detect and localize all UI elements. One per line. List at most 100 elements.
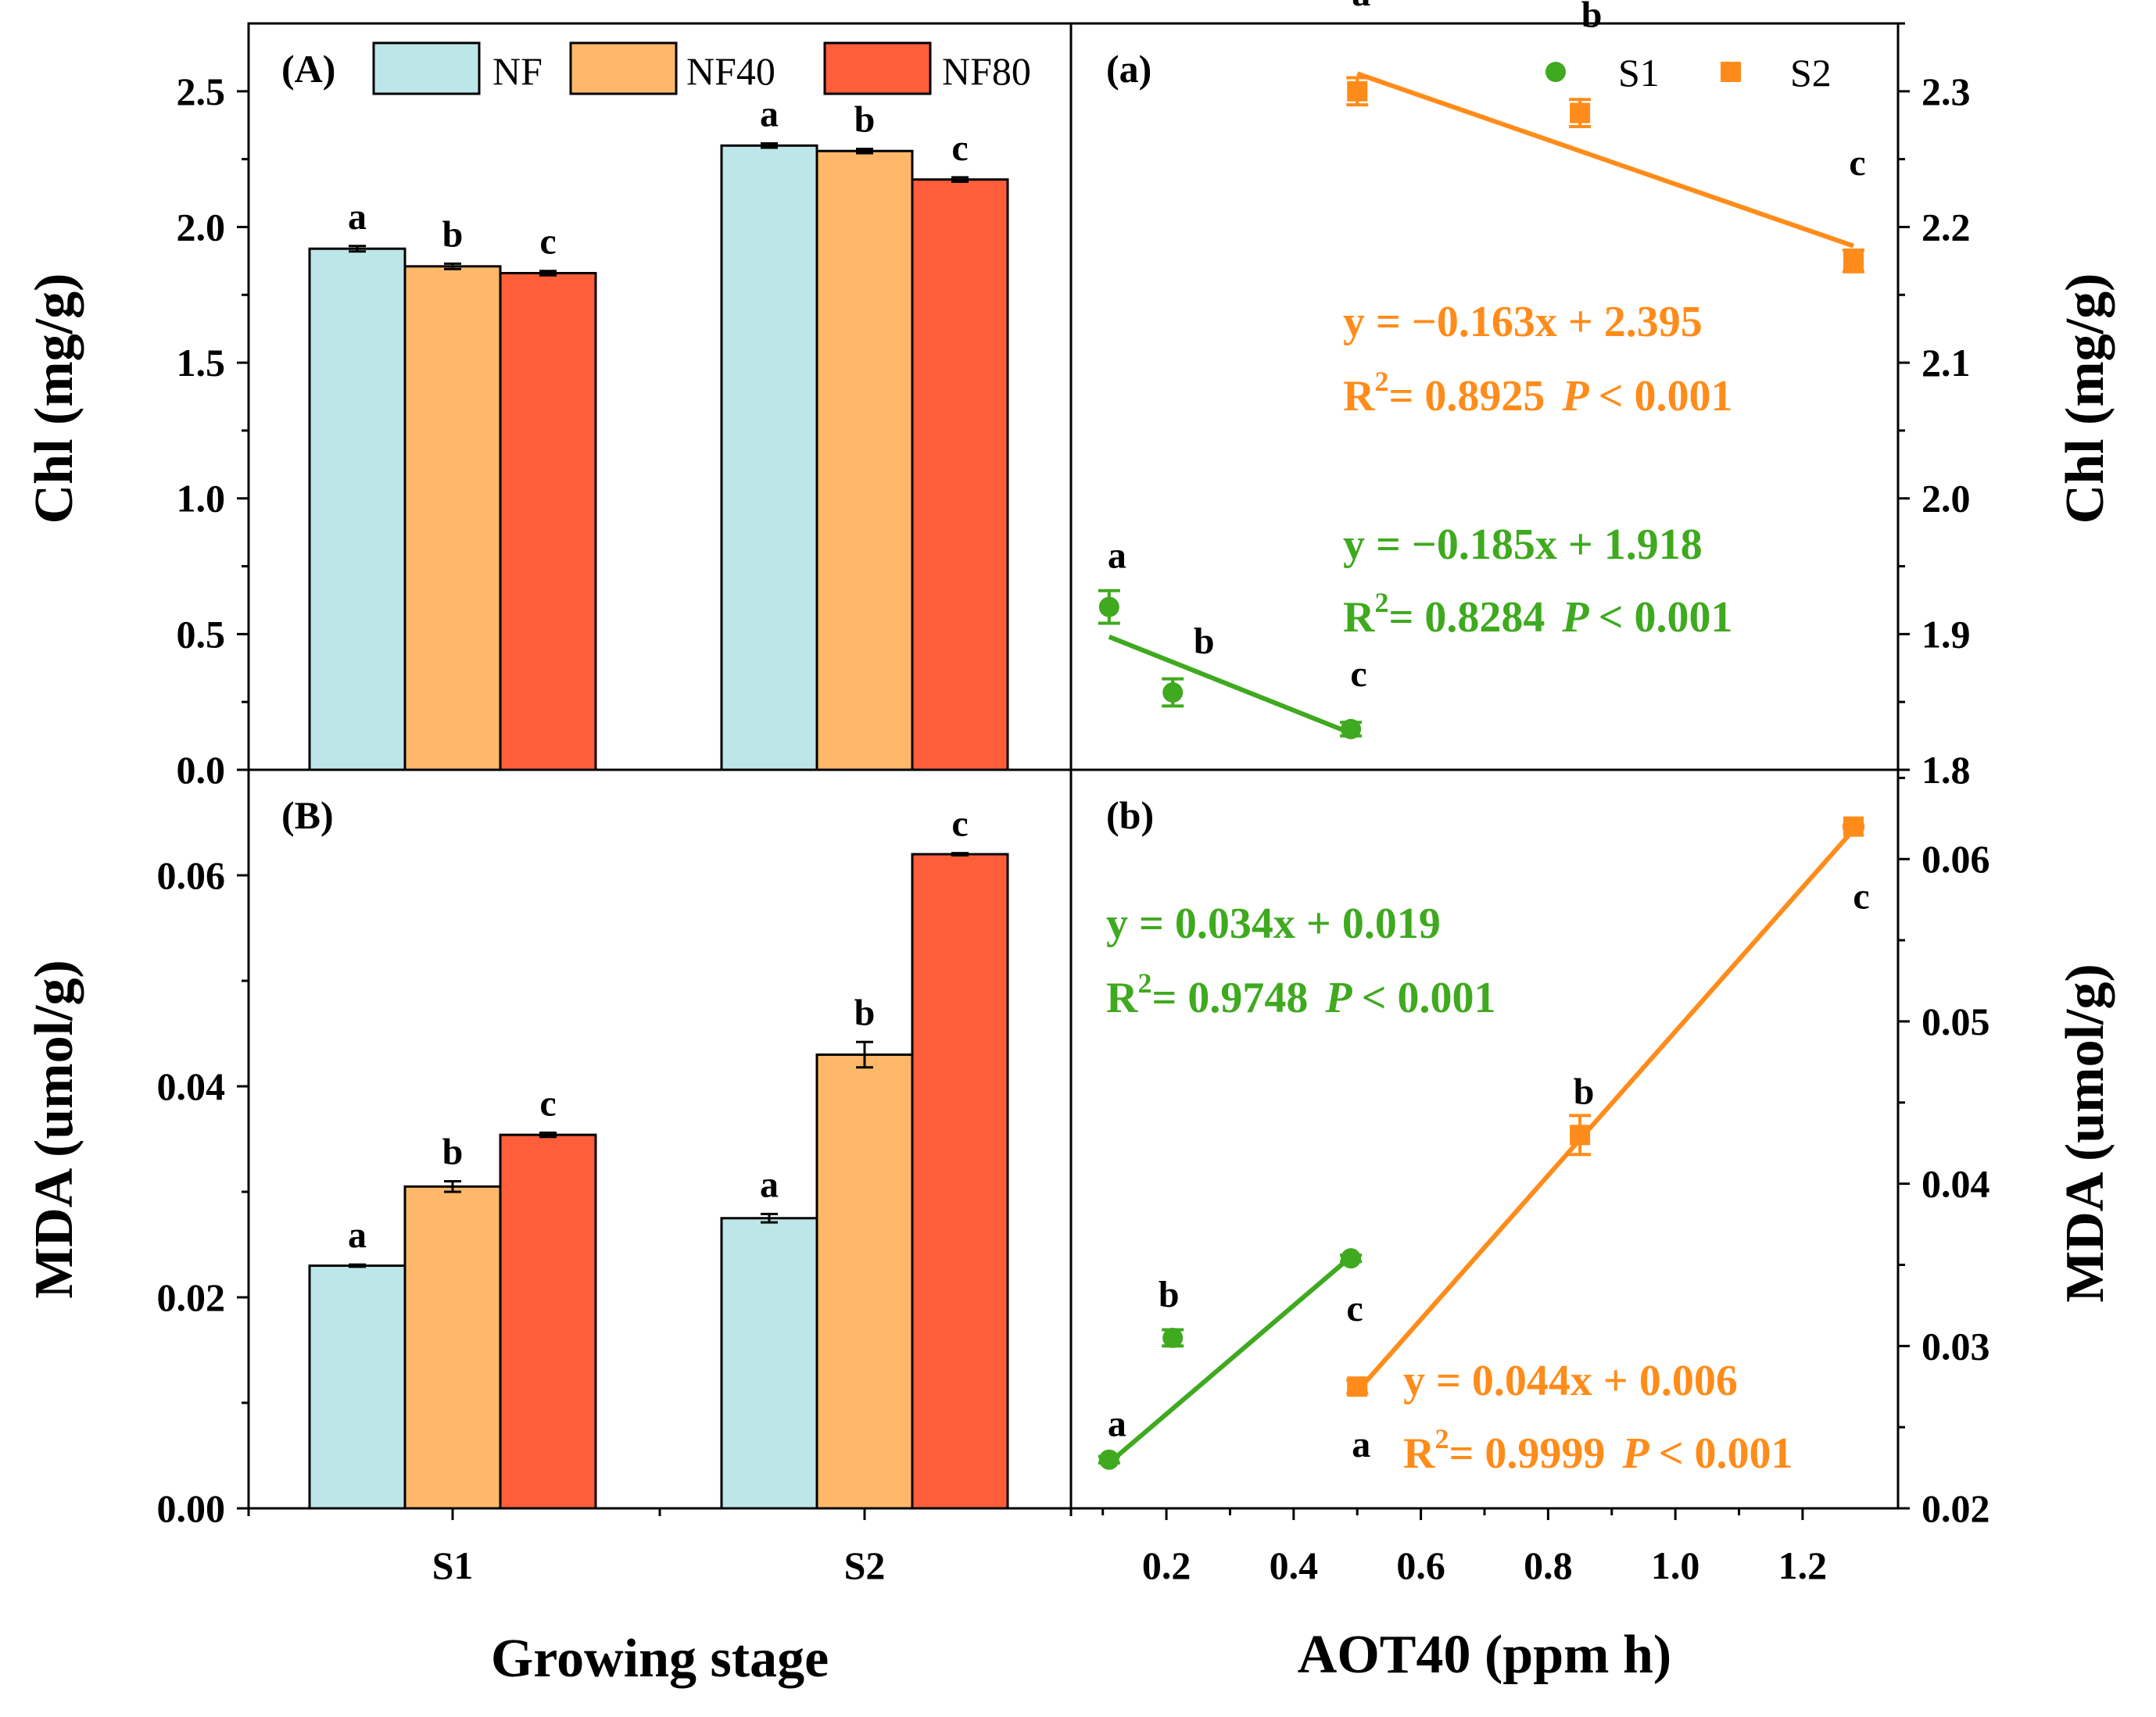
legend-swatch-nf80: [823, 41, 932, 95]
panel-label-B: (B): [281, 793, 334, 837]
point-mda-s2-2: [1843, 816, 1864, 837]
y-axis-title-left-bottom: MDA (umol/g): [24, 960, 84, 1299]
sig-letter-chl-s1-0: a: [1108, 535, 1126, 577]
bar-mda-s1-nf40: [403, 1185, 502, 1510]
y-tick-label-left-top: 0.0: [177, 748, 226, 792]
sig-letter-mda-s1-2: c: [1346, 1288, 1363, 1329]
r2-value-b-s1: = 0.9748: [1151, 974, 1308, 1022]
errorbar-mda-s1-nf80: [539, 1131, 557, 1139]
sig-letter-mda-s1-1: b: [1159, 1274, 1180, 1315]
sig-letter-mda-s1-nf40: b: [442, 1132, 464, 1173]
legend-label-nf40: NF40: [686, 49, 775, 93]
point-mda-s2-1: [1570, 1125, 1591, 1146]
sig-letter-chl-s2-nf: a: [760, 93, 779, 134]
equation-b-s2-r2: R2= 0.9999 P < 0.001: [1403, 1423, 1793, 1478]
sig-letter-chl-s2-2: c: [1849, 142, 1865, 184]
x-tick-label-scatter: 0.4: [1270, 1544, 1319, 1587]
panel-label-b: (b): [1106, 793, 1154, 837]
equation-b-s1: y = 0.034x + 0.019 R2= 0.9748 P < 0.001: [1106, 900, 1496, 1022]
legend-swatch-nf: [372, 41, 481, 95]
sig-letter-chl-s1-nf80: c: [539, 221, 556, 263]
equation-b-s2: y = 0.044x + 0.006 R2= 0.9999 P < 0.001: [1403, 1357, 1793, 1478]
y-tick-label-left-top: 2.0: [177, 205, 226, 249]
errorbar-mda-s2-nf: [761, 1212, 778, 1224]
point-chl-s1-0: [1098, 596, 1119, 617]
y-tick-label-left-bottom: 0.04: [157, 1064, 226, 1108]
legend-bars: NF NF40 NF80: [372, 41, 1031, 95]
errorbar-mda-s1-nf: [349, 1263, 366, 1268]
point-chl-s2-0: [1347, 80, 1368, 102]
equation-b-s1-line: y = 0.034x + 0.019: [1106, 900, 1441, 948]
y-tick-label-right-top: 2.2: [1921, 205, 1971, 249]
y-axis-title-left-top: Chl (mg/g): [24, 274, 84, 524]
sig-letter-chl-s2-1: b: [1581, 0, 1603, 36]
sig-letter-chl-s2-nf40: b: [854, 98, 876, 140]
errorbar-chl-s1-nf80: [539, 270, 557, 277]
y-tick-label-right-top: 1.8: [1921, 748, 1971, 792]
sig-letter-chl-s1-2: c: [1350, 653, 1366, 695]
tick-layer: 0.0 0.5 1.0 1.5 2.0 2.5 0.00 0.02 0.04 0.06 S1 S2 1.…: [157, 22, 1990, 1587]
sig-letter-mda-s2-2: c: [1853, 876, 1869, 918]
p-value-a-s2: < 0.001: [1599, 372, 1733, 420]
legend-swatch-nf40: [569, 41, 678, 95]
bar-mda-s1-nf: [308, 1264, 406, 1510]
x-tick-label-s1: S1: [432, 1544, 474, 1587]
sig-letter-chl-s2-0: a: [1352, 0, 1370, 14]
bar-chl-s1-nf: [308, 247, 406, 771]
legend-label-s1: S1: [1618, 51, 1660, 95]
p-value-a-s1: < 0.001: [1599, 593, 1733, 642]
equation-a-s1-line: y = −0.185x + 1.918: [1343, 520, 1703, 569]
sig-letter-mda-s1-nf: a: [348, 1214, 367, 1256]
errorbar-chl-s2-nf: [761, 141, 778, 149]
y-tick-label-right-top: 2.0: [1921, 477, 1971, 520]
sig-letter-chl-s1-nf: a: [348, 196, 367, 238]
y-tick-label-left-bottom: 0.00: [157, 1486, 226, 1530]
x-tick-label-scatter: 0.6: [1396, 1544, 1445, 1587]
bar-chl-s2-nf80: [911, 178, 1009, 771]
legend-label-nf80: NF80: [942, 49, 1031, 93]
bar-mda-s1-nf80: [499, 1133, 597, 1510]
x-tick-label-scatter: 0.2: [1142, 1544, 1191, 1587]
panel-label-A: (A): [281, 47, 335, 91]
x-tick-label-scatter: 1.0: [1651, 1544, 1700, 1587]
sig-letter-mda-s2-nf: a: [760, 1164, 779, 1205]
point-mda-s2-0: [1347, 1376, 1368, 1397]
fit-line-chl-s2: [1356, 71, 1855, 249]
x-axis-title-left: Growing stage: [491, 1629, 829, 1689]
r2-value-a-s2: = 0.8925: [1388, 372, 1545, 420]
bar-mda-s2-nf: [720, 1217, 818, 1510]
errorbar-chl-s2-nf40: [856, 147, 873, 155]
y-tick-label-right-bottom: 0.02: [1921, 1486, 1990, 1530]
point-mda-s1-0: [1098, 1449, 1119, 1470]
y-tick-label-right-bottom: 0.05: [1921, 1000, 1990, 1043]
equation-a-s2-r2: R2= 0.8925 P < 0.001: [1343, 366, 1733, 420]
sig-letter-mda-s2-nf40: b: [854, 992, 876, 1033]
errorbar-mda-s1-nf40: [444, 1180, 461, 1193]
errorbar-chl-s1-nf40: [444, 262, 461, 270]
y-tick-label-left-top: 1.5: [177, 341, 226, 385]
y-axis-title-right-top: Chl (mg/g): [2055, 274, 2115, 524]
y-tick-label-right-top: 2.3: [1921, 70, 1971, 113]
bar-chl-s1-nf40: [403, 265, 502, 771]
y-tick-label-left-bottom: 0.02: [157, 1275, 226, 1319]
fit-line-mda-s1: [1107, 1254, 1353, 1465]
legend-label-nf: NF: [492, 49, 543, 93]
sig-letter-mda-s1-nf80: c: [539, 1082, 556, 1124]
y-tick-label-right-bottom: 0.06: [1921, 837, 1990, 881]
point-chl-s2-2: [1843, 250, 1864, 271]
sig-letter-chl-s1-nf40: b: [442, 213, 464, 255]
sig-letter-mda-s2-nf80: c: [951, 803, 968, 845]
errorbar-mda-s2-nf40: [856, 1040, 873, 1069]
r2-value-a-s1: = 0.8284: [1388, 593, 1545, 642]
errorbar-mda-s2-nf80: [951, 852, 969, 857]
bar-chl-s1-nf80: [499, 271, 597, 771]
y-tick-label-right-bottom: 0.03: [1921, 1324, 1990, 1368]
y-tick-label-right-top: 2.1: [1921, 341, 1971, 385]
point-mda-s1-1: [1162, 1327, 1184, 1348]
y-tick-label-right-bottom: 0.04: [1921, 1162, 1990, 1206]
x-tick-label-scatter: 1.2: [1778, 1544, 1828, 1587]
bar-chl-s2-nf: [720, 144, 818, 771]
mark-layer: a b c a b c a b c a b c: [1098, 0, 1870, 1470]
sig-letter-mda-s2-0: a: [1352, 1424, 1370, 1465]
